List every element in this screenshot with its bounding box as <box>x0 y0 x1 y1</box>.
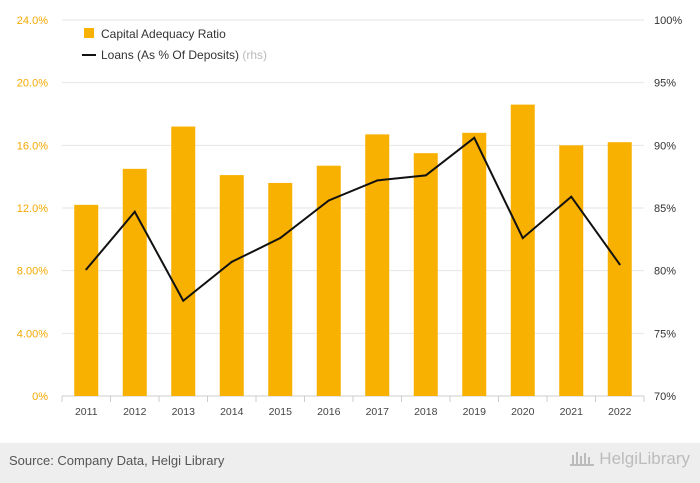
line-series <box>85 136 621 303</box>
left-tick-label: 8.00% <box>17 266 48 278</box>
x-tick-label: 2019 <box>463 406 487 418</box>
brand-text: HelgiLibrary <box>599 449 690 468</box>
bar <box>413 153 438 396</box>
bar <box>607 142 632 396</box>
line-point <box>230 260 233 263</box>
x-tick-label: 2015 <box>269 406 293 418</box>
library-icon <box>570 452 595 466</box>
left-tick-label: 4.00% <box>17 328 48 340</box>
line-point <box>279 237 282 240</box>
bar <box>559 145 584 396</box>
left-tick-label: 20.0% <box>17 78 48 90</box>
x-tick-label: 2014 <box>220 406 244 418</box>
line-point <box>376 179 379 182</box>
left-tick-label: 12.0% <box>17 203 48 215</box>
x-tick-label: 2012 <box>123 406 147 418</box>
right-tick-label: 80% <box>654 266 676 278</box>
chart: 0% 70% 4.00% 75% 8.00% 80% 12.0% 85% 16.0% 90% 20.… <box>17 15 683 418</box>
bar <box>122 168 147 396</box>
legend-rhs-note: (rhs) <box>242 48 267 62</box>
x-tick-label: 2013 <box>172 406 196 418</box>
right-tick-label: 90% <box>654 140 676 152</box>
bar <box>365 134 390 396</box>
line-point <box>521 237 524 240</box>
left-tick-label: 16.0% <box>17 140 48 152</box>
line-point <box>327 199 330 202</box>
bar <box>510 104 535 396</box>
line-point <box>182 299 185 302</box>
legend-label-line: Loans (As % Of Deposits) (rhs) <box>101 48 267 62</box>
line-point <box>424 174 427 177</box>
x-tick-label: 2022 <box>608 406 632 418</box>
x-tick-label: 2020 <box>511 406 535 418</box>
line-point <box>85 268 88 271</box>
bar <box>268 182 293 396</box>
right-tick-label: 75% <box>654 328 676 340</box>
left-tick-label: 0% <box>32 391 48 403</box>
x-tick-label: 2018 <box>414 406 438 418</box>
bar <box>74 204 99 396</box>
x-tick-label: 2011 <box>75 406 98 418</box>
right-tick-label: 85% <box>654 203 676 215</box>
right-tick-label: 70% <box>654 391 676 403</box>
x-tick-label: 2021 <box>560 406 584 418</box>
bar <box>316 165 341 396</box>
bar <box>219 175 244 396</box>
left-tick-label: 24.0% <box>17 15 48 27</box>
line-point <box>570 195 573 198</box>
source-text: Source: Company Data, Helgi Library <box>9 453 225 468</box>
x-tick-label: 2017 <box>366 406 390 418</box>
line-point <box>618 263 621 266</box>
brand-logo: HelgiLibrary <box>569 449 690 469</box>
footer: Source: Company Data, Helgi Library Helg… <box>0 443 700 483</box>
x-tick-label: 2016 <box>317 406 341 418</box>
legend-label-bar: Capital Adequacy Ratio <box>101 27 226 41</box>
line-point <box>473 136 476 139</box>
legend-swatch-bar <box>84 28 94 38</box>
bar <box>462 132 487 397</box>
right-tick-label: 95% <box>654 78 676 90</box>
line-point <box>133 210 136 213</box>
bar <box>171 126 196 397</box>
right-tick-label: 100% <box>654 15 682 27</box>
